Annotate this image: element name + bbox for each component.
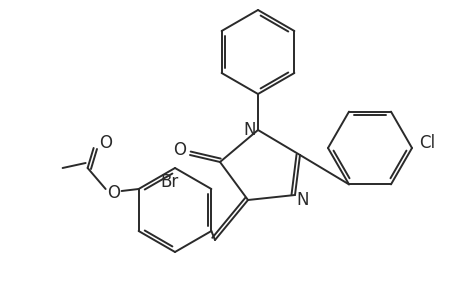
- Text: O: O: [107, 184, 120, 202]
- Text: N: N: [243, 121, 256, 139]
- Text: Br: Br: [161, 173, 179, 191]
- Text: O: O: [173, 141, 186, 159]
- Text: Cl: Cl: [418, 134, 434, 152]
- Text: N: N: [296, 191, 308, 209]
- Text: O: O: [99, 134, 112, 152]
